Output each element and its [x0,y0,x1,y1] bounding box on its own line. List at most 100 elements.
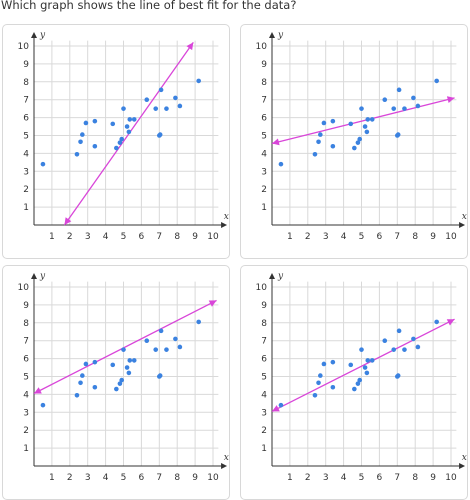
data-point [119,136,125,142]
x-axis-label: x [462,453,467,463]
y-tick-label: 8 [261,78,267,88]
y-tick-label: 2 [261,185,267,195]
x-tick-label: 7 [156,473,162,483]
data-point [164,347,169,352]
x-axis-arrow [459,463,466,469]
data-point [117,381,123,386]
y-tick-label: 3 [261,167,267,177]
data-point [312,392,318,398]
data-point [348,121,354,127]
data-point [153,106,159,111]
data-point [395,373,401,378]
data-point [352,145,357,151]
x-tick-label: 3 [85,232,91,242]
data-point [80,132,85,137]
data-point [362,124,368,129]
answer-option-3[interactable]: x y 1 1 2 2 3 3 4 4 5 5 6 6 7 7 8 8 9 9 10 10 [2,265,230,500]
data-point [312,151,318,157]
data-point [131,358,137,363]
data-point [126,370,132,376]
data-point [40,402,46,408]
data-point [144,338,150,343]
data-point [173,336,178,342]
data-point [396,328,402,334]
x-tick-label: 6 [139,232,145,242]
data-point [316,139,321,145]
x-axis-label: x [224,453,229,463]
data-point [330,118,336,124]
x-tick-label: 3 [85,473,91,483]
data-point [357,136,363,142]
data-point [411,336,416,342]
y-tick-label: 4 [261,390,267,400]
x-tick-label: 7 [394,473,400,483]
y-tick-label: 10 [256,283,268,293]
data-point [121,106,126,111]
data-point [157,373,163,378]
x-tick-label: 1 [49,232,55,242]
data-point [365,358,371,363]
x-axis-label: x [462,212,467,222]
x-tick-label: 4 [103,473,109,483]
best-fit-line [33,299,217,395]
y-tick-label: 3 [23,167,29,177]
y-tick-label: 10 [256,42,268,52]
answer-option-4[interactable]: x y 1 1 2 2 3 3 4 4 5 5 6 6 7 7 8 8 9 9 10 10 [240,265,468,500]
y-tick-label: 4 [23,149,29,159]
data-point [415,344,421,350]
data-point [359,106,364,111]
x-tick-label: 9 [430,232,436,242]
data-point [92,143,98,149]
y-tick-label: 9 [261,60,267,70]
data-point [177,344,183,350]
data-point [382,97,388,102]
line-arrowhead [446,319,455,326]
data-point [278,402,284,408]
y-tick-label: 9 [23,301,29,311]
x-tick-label: 4 [341,473,347,483]
x-tick-label: 8 [174,473,180,483]
x-tick-label: 9 [192,232,198,242]
data-point [157,132,163,137]
data-point [434,319,439,325]
y-tick-label: 6 [23,114,29,124]
data-point [365,117,371,122]
data-point [411,95,416,101]
data-point [321,361,327,367]
x-tick-label: 10 [445,232,457,242]
answer-option-2[interactable]: x y 1 1 2 2 3 3 4 4 5 5 6 6 7 7 8 8 9 9 10 10 [240,24,468,259]
data-point [153,347,159,352]
x-tick-label: 8 [412,473,418,483]
x-tick-label: 7 [394,232,400,242]
y-tick-label: 9 [261,301,267,311]
y-axis-arrow [269,272,275,279]
x-tick-label: 5 [359,473,365,483]
data-point [364,370,370,376]
best-fit-line [271,318,455,412]
data-point [124,124,130,129]
x-tick-label: 10 [207,232,219,242]
data-point [92,359,98,365]
data-point [127,358,133,363]
data-point [391,106,397,111]
data-point [158,328,164,334]
x-tick-label: 10 [207,473,219,483]
answer-option-1[interactable]: x y 1 1 2 2 3 3 4 4 5 5 6 6 7 7 8 8 9 9 10 10 [2,24,230,259]
data-point [369,117,375,122]
x-tick-label: 10 [445,473,457,483]
data-point [321,120,327,126]
y-tick-label: 1 [23,203,29,213]
x-axis-arrow [221,222,228,228]
y-tick-label: 1 [261,203,267,213]
y-tick-label: 2 [261,426,267,436]
y-axis-arrow [31,31,37,38]
option-4-graph: x y 1 1 2 2 3 3 4 4 5 5 6 6 7 7 8 8 9 9 10 10 [256,271,467,483]
data-point [402,106,407,111]
x-tick-label: 9 [430,473,436,483]
y-axis-label: y [39,30,46,40]
data-point [330,359,336,365]
x-tick-label: 8 [412,232,418,242]
y-tick-label: 4 [23,390,29,400]
data-point [395,132,401,137]
option-2-graph: x y 1 1 2 2 3 3 4 4 5 5 6 6 7 7 8 8 9 9 10 10 [256,30,467,242]
